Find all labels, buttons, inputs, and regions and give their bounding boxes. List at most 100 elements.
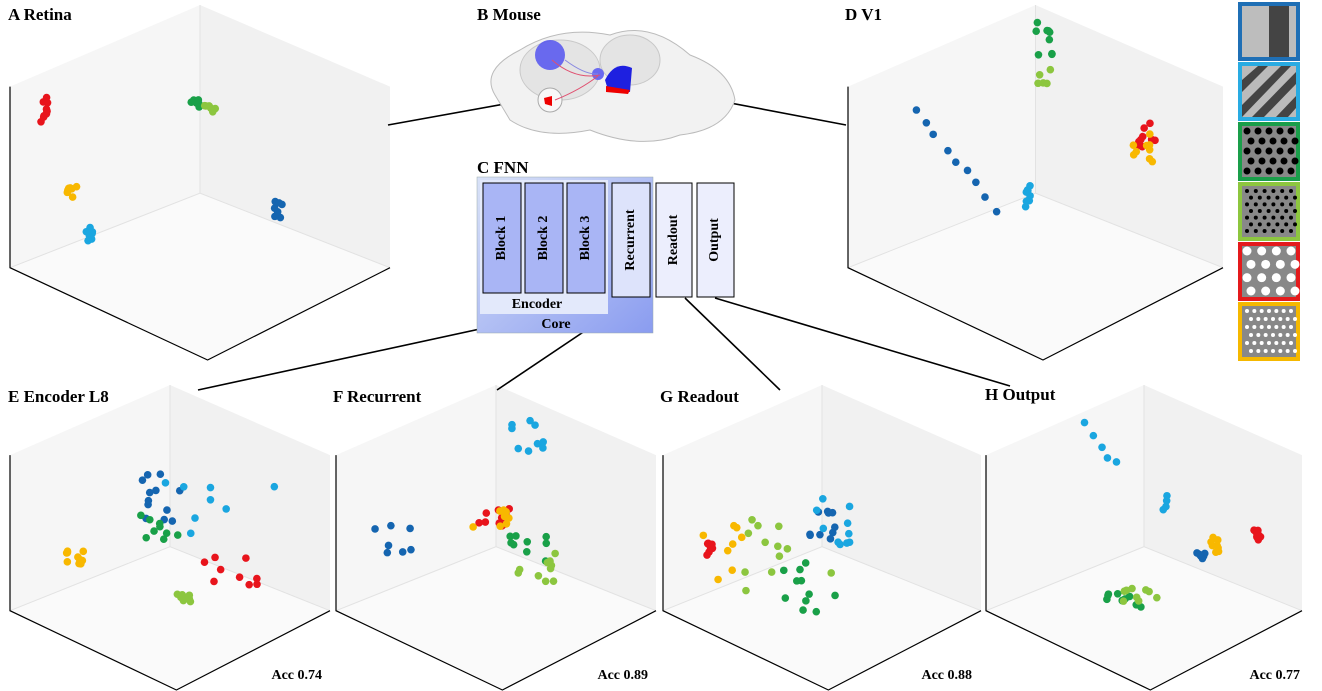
- stim-dot: [1274, 325, 1279, 329]
- point: [383, 548, 392, 557]
- point: [42, 105, 51, 113]
- stim-dot: [1275, 209, 1280, 213]
- point: [79, 547, 88, 556]
- stim-dot: [1280, 202, 1285, 207]
- stim-dot: [1289, 341, 1293, 345]
- point: [796, 565, 804, 574]
- axes-box: [9, 5, 391, 361]
- point: [162, 529, 171, 537]
- stim-dot: [1266, 195, 1271, 200]
- inner-edges: [985, 546, 1303, 612]
- stim-dot: [1246, 286, 1256, 296]
- left-pane: [10, 5, 200, 268]
- point: [481, 518, 490, 526]
- left-pane: [336, 385, 496, 611]
- stim-dot: [1293, 317, 1297, 321]
- stim-dot: [1265, 127, 1273, 135]
- point: [799, 606, 807, 614]
- point: [40, 112, 48, 120]
- stim-dot: [1245, 341, 1249, 345]
- point: [206, 483, 215, 492]
- stim-dot: [1281, 341, 1286, 345]
- point: [163, 506, 171, 514]
- point: [1104, 591, 1112, 600]
- point: [514, 444, 523, 453]
- stim-dot: [1245, 215, 1249, 220]
- accuracy: Acc 0.89: [597, 668, 648, 683]
- mouse-brain: [490, 30, 736, 142]
- stim-dot: [1249, 317, 1253, 321]
- stim-dot: [1266, 209, 1271, 213]
- point: [549, 577, 558, 585]
- stim-dot: [1269, 157, 1277, 165]
- stim-dot: [1271, 333, 1275, 337]
- axes-box: [847, 5, 1224, 361]
- point: [824, 509, 833, 517]
- stim-dot: [1276, 167, 1284, 175]
- stim-dot: [1275, 195, 1280, 200]
- point: [1113, 589, 1122, 598]
- point: [173, 531, 182, 539]
- point: [253, 574, 261, 583]
- stim-dot: [1242, 246, 1252, 256]
- stim-dot: [1257, 273, 1267, 283]
- point: [235, 573, 244, 581]
- point: [551, 549, 559, 558]
- point: [1146, 130, 1154, 138]
- right-pane: [200, 5, 390, 268]
- point: [143, 471, 152, 479]
- stim-dot: [1293, 195, 1297, 200]
- point: [533, 439, 542, 448]
- point: [779, 566, 788, 575]
- panel-label: G Readout: [660, 387, 739, 406]
- panel-label: C FNN: [477, 158, 529, 177]
- point: [845, 529, 853, 538]
- stim-dot: [1275, 286, 1285, 296]
- stim-dot: [1271, 273, 1281, 283]
- stim-dot: [1245, 189, 1249, 193]
- core-label: Core: [541, 317, 570, 332]
- point: [1026, 181, 1034, 190]
- inner-edges: [9, 546, 331, 612]
- stim-dot: [1247, 157, 1255, 165]
- stim-dot: [1293, 222, 1297, 227]
- stim-dot: [1271, 202, 1276, 207]
- stim-dot: [1271, 215, 1276, 220]
- point: [828, 528, 837, 537]
- stim-dot: [1253, 202, 1258, 207]
- point: [406, 524, 414, 533]
- stim-dot: [1257, 222, 1262, 227]
- stim-dot: [1267, 341, 1271, 345]
- point: [508, 420, 516, 429]
- stimuli: [1238, 2, 1300, 361]
- outer-edges: [335, 455, 657, 691]
- point: [186, 529, 195, 538]
- stim-dot: [1267, 325, 1271, 329]
- point: [1195, 550, 1204, 559]
- stim-dot: [1286, 273, 1296, 283]
- stim-dot: [1245, 309, 1249, 313]
- point: [68, 184, 76, 193]
- point: [831, 591, 839, 600]
- point: [512, 532, 520, 540]
- point: [802, 597, 810, 605]
- panel-label: D V1: [845, 5, 882, 24]
- stim-dot: [1271, 349, 1275, 353]
- point: [502, 520, 511, 528]
- left-pane: [10, 385, 170, 611]
- point: [245, 580, 253, 589]
- point: [150, 527, 158, 535]
- stim-dot: [1278, 333, 1283, 337]
- point: [1103, 454, 1112, 462]
- point: [1034, 50, 1043, 59]
- point: [407, 545, 415, 554]
- stim-dot: [1242, 273, 1252, 283]
- point: [775, 552, 784, 560]
- readout-label: Readout: [666, 214, 681, 265]
- point: [819, 494, 827, 503]
- right-pane: [822, 385, 981, 611]
- stim-dot: [1289, 189, 1293, 193]
- fnn-diagram: Block 1 Block 2 Block 3 Recurrent Readou…: [476, 176, 735, 334]
- point: [1046, 65, 1055, 74]
